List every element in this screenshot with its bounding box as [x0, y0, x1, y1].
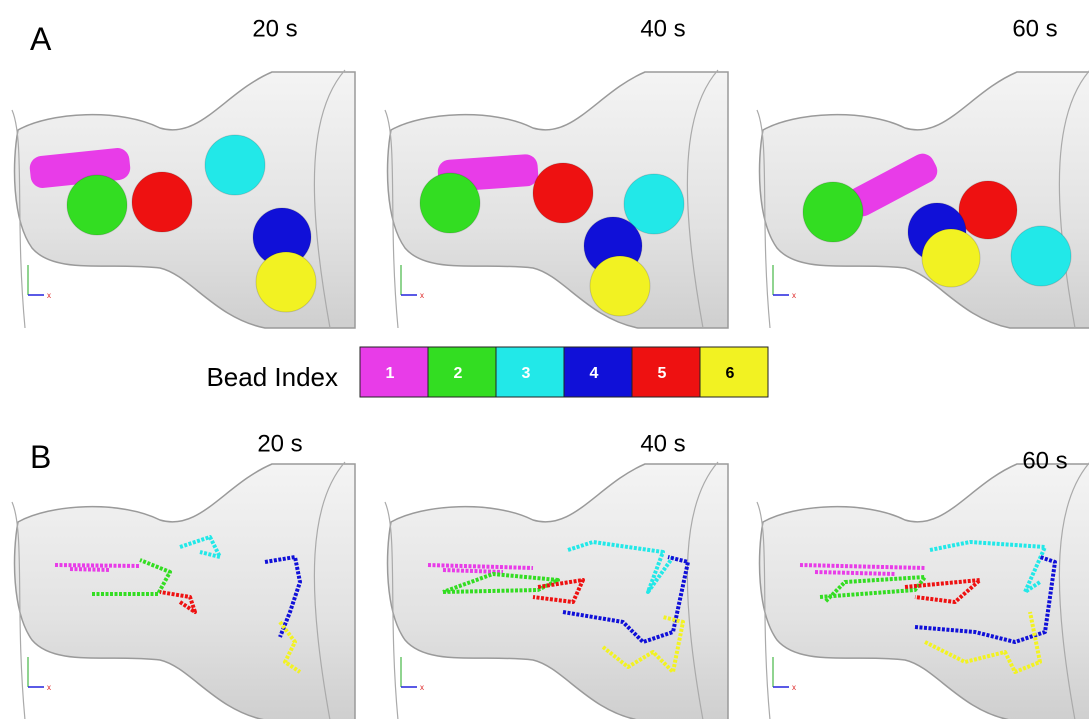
legend: 1 2 3 4 5 6 [360, 347, 768, 397]
time-label: 40 s [640, 15, 685, 42]
vessel [388, 464, 728, 719]
bead [959, 181, 1017, 239]
time-label: 60 s [1022, 447, 1067, 474]
time-label: 20 s [257, 430, 302, 457]
panel-label: A [30, 21, 52, 57]
bead [132, 172, 192, 232]
frame: x [757, 70, 1089, 328]
bead [256, 252, 316, 312]
axis-label: x [47, 683, 51, 692]
legend-title: Bead Index [206, 362, 338, 392]
frame: x [757, 462, 1089, 719]
bead [1011, 226, 1071, 286]
frame: x [12, 462, 355, 719]
axis-label: x [47, 291, 51, 300]
time-label: 40 s [640, 430, 685, 457]
bead [590, 256, 650, 316]
time-label: 20 s [252, 15, 297, 42]
bead [205, 135, 265, 195]
bead [533, 163, 593, 223]
figure: A B Bead Index x 20 s x 40 s x 60 s x 20 s x 40 s… [0, 0, 1089, 719]
axis-label: x [420, 683, 424, 692]
bead [420, 173, 480, 233]
frame: x [385, 70, 728, 328]
legend-label: 5 [658, 365, 667, 382]
frame: x [385, 462, 728, 719]
frame: x [12, 70, 355, 328]
legend-label: 3 [522, 365, 531, 382]
vessel [15, 464, 355, 719]
bead [922, 229, 980, 287]
legend-label: 2 [454, 365, 463, 382]
bead [67, 175, 127, 235]
legend-label: 6 [726, 365, 735, 382]
legend-label: 4 [590, 365, 599, 382]
axis-label: x [792, 683, 796, 692]
bead [803, 182, 863, 242]
time-label: 60 s [1012, 15, 1057, 42]
axis-label: x [792, 291, 796, 300]
panel-label: B [30, 439, 51, 475]
axis-label: x [420, 291, 424, 300]
legend-label: 1 [386, 365, 395, 382]
vessel [760, 464, 1089, 719]
